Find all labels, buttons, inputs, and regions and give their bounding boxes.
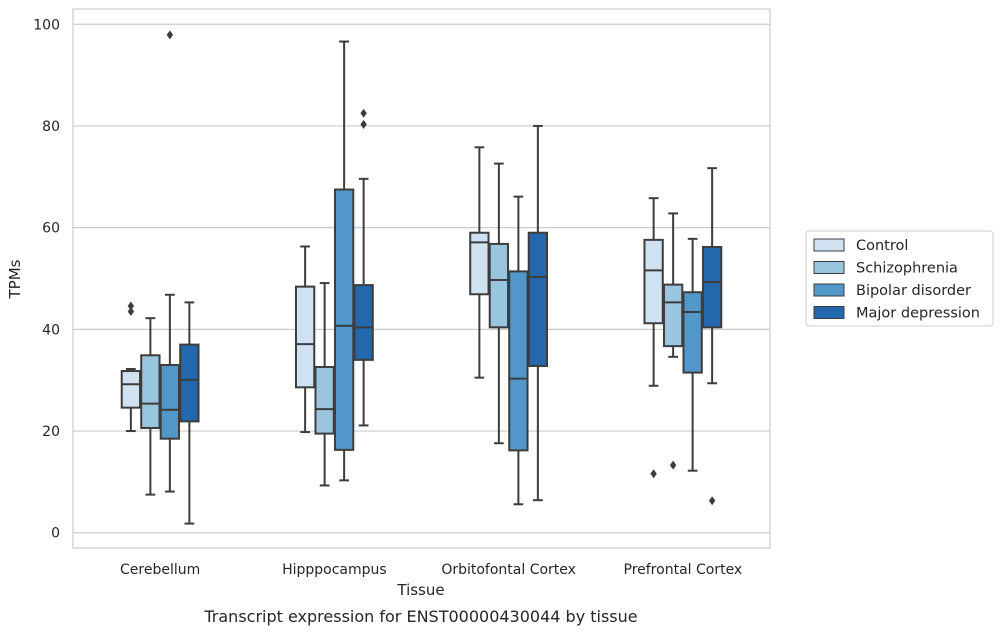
box-iqr — [180, 345, 198, 422]
box-iqr — [529, 233, 547, 366]
y-tick-label: 100 — [33, 17, 60, 33]
box-iqr — [315, 367, 333, 434]
box-iqr — [296, 287, 314, 388]
y-axis-label: TPMs — [6, 259, 24, 299]
box-iqr — [683, 292, 701, 372]
legend-label: Schizophrenia — [856, 261, 958, 277]
box-iqr — [335, 190, 353, 450]
y-tick-label: 60 — [42, 221, 60, 237]
x-axis-label: Tissue — [396, 581, 444, 599]
legend-swatch — [814, 262, 844, 274]
y-tick-label: 0 — [51, 526, 60, 542]
legend: Control Schizophrenia Bipolar disorder Majo… — [806, 231, 993, 326]
box-plot-chart: 0 20 40 60 80 100 Cerebellum Hipppocampus Orbit… — [0, 0, 1002, 634]
box-iqr — [122, 371, 140, 408]
box-iqr — [141, 355, 159, 428]
y-tick-label: 40 — [42, 322, 60, 338]
box-iqr — [664, 285, 682, 347]
box-iqr — [354, 285, 372, 360]
legend-swatch — [814, 307, 844, 319]
legend-swatch — [814, 284, 844, 296]
box-iqr — [644, 240, 662, 323]
y-tick-label: 80 — [42, 119, 60, 135]
box-iqr — [703, 247, 721, 327]
legend-swatch — [814, 239, 844, 251]
box-iqr — [490, 244, 508, 327]
legend-label: Bipolar disorder — [856, 283, 971, 299]
x-tick-label: Prefrontal Cortex — [624, 562, 743, 578]
chart-caption: Transcript expression for ENST0000043004… — [203, 607, 637, 626]
legend-label: Major depression — [856, 306, 980, 322]
y-tick-label: 20 — [42, 424, 60, 440]
legend-label: Control — [856, 238, 908, 254]
x-tick-label: Orbitofontal Cortex — [441, 562, 576, 578]
x-tick-label: Hipppocampus — [282, 562, 387, 578]
box-iqr — [161, 365, 179, 439]
x-tick-label: Cerebellum — [120, 562, 200, 578]
box-iqr — [509, 271, 527, 450]
